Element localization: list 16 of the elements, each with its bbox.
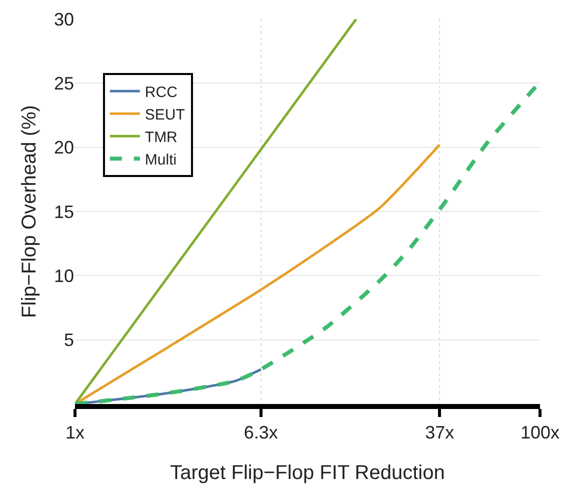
x-tick-label: 6.3x [244,422,278,443]
y-tick-label: 25 [54,73,74,94]
legend-label: SEUT [144,106,185,124]
x-axis-title: Target Flip−Flop FIT Reduction [170,462,445,484]
x-tick-label: 37x [425,422,454,443]
y-tick-label: 20 [54,138,74,158]
legend-label: RCC [144,84,178,101]
y-tick-label: 30 [54,9,74,30]
x-tick-label: 100x [520,422,560,443]
legend-label: TMR [144,129,178,146]
legend-label: Multi [144,152,177,168]
y-axis-title: Flip−Flop Overhead (%) [18,105,40,318]
y-tick-label: 15 [54,202,74,222]
y-tick-label: 5 [64,330,74,350]
y-tick-label: 10 [54,266,74,286]
x-tick-label: 1x [65,422,85,443]
